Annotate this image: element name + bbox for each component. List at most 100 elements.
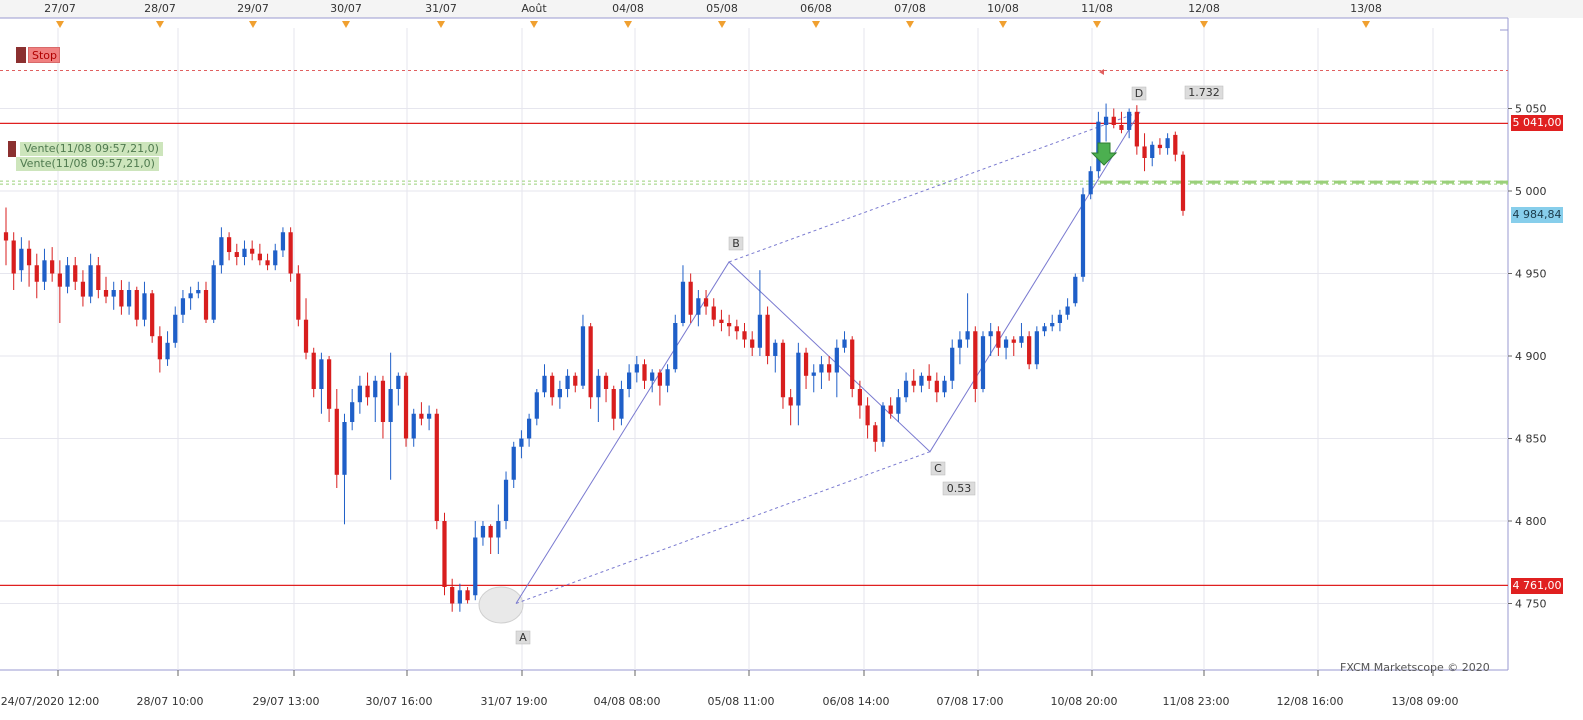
top-date-label: 13/08: [1350, 2, 1382, 15]
top-date-label: 30/07: [330, 2, 362, 15]
bullish-candle: [88, 265, 93, 297]
bearish-candle: [1111, 116, 1116, 125]
bullish-candle: [1103, 116, 1109, 125]
session-marker: [156, 21, 164, 28]
bullish-candle: [680, 281, 686, 323]
bullish-candle: [219, 237, 224, 266]
pattern-tag-label: 0.53: [947, 482, 972, 495]
bearish-candle: [588, 326, 593, 398]
bullish-candle: [319, 359, 324, 389]
session-marker: [1200, 21, 1208, 28]
price-tick-label: 4 800: [1515, 515, 1547, 528]
bearish-candle: [911, 380, 916, 386]
pattern-tag-box: [930, 461, 946, 476]
bearish-candle: [365, 385, 370, 398]
bullish-candle: [19, 248, 24, 271]
pattern-legs: [515, 111, 1141, 604]
bullish-candle: [496, 521, 501, 538]
bullish-candle: [165, 342, 170, 360]
pattern-tag-label: A: [519, 631, 527, 644]
sell-order-label-1[interactable]: Vente(11/08 09:57,21,0): [20, 142, 163, 156]
bullish-candle: [126, 290, 132, 307]
bullish-candle: [596, 375, 601, 398]
bearish-candle: [1173, 134, 1178, 155]
bullish-candle: [388, 389, 393, 422]
bullish-candle: [65, 265, 70, 287]
markers-layer: [1090, 69, 1118, 166]
bullish-candle: [957, 339, 963, 348]
bearish-candle: [1119, 125, 1124, 130]
price-tick-label: 4 750: [1515, 598, 1547, 611]
bullish-candle: [411, 413, 416, 439]
bearish-candle: [550, 375, 555, 398]
bearish-candle: [96, 265, 101, 290]
pattern-tag-box: [1184, 85, 1224, 100]
stop-marker-icon: [1099, 69, 1104, 75]
bullish-candle: [1073, 276, 1078, 304]
bearish-candle: [657, 372, 663, 386]
bearish-candle: [403, 375, 409, 439]
abcd-pattern[interactable]: A B C D 0.53 1.732: [478, 85, 1224, 645]
horizontal-levels[interactable]: [0, 70, 1508, 586]
session-marker: [249, 21, 257, 28]
bearish-candle: [934, 380, 939, 393]
bottom-time-label: 29/07 13:00: [253, 695, 320, 708]
bearish-candle: [688, 281, 693, 315]
sell-order-handle[interactable]: [8, 141, 16, 157]
session-marker: [999, 21, 1007, 28]
bottom-time-label: 12/08 16:00: [1277, 695, 1344, 708]
bullish-candle: [1150, 144, 1155, 158]
bearish-candle: [703, 298, 709, 307]
bearish-candle: [888, 405, 893, 414]
bullish-candle: [1065, 306, 1070, 315]
bullish-candle: [942, 380, 947, 393]
candles-layer: [3, 103, 1186, 612]
bullish-candle: [619, 389, 624, 419]
bearish-candle: [288, 232, 293, 274]
bullish-candle: [834, 347, 839, 373]
bearish-candle: [1142, 146, 1147, 158]
bearish-candle: [3, 232, 9, 241]
pattern-tag-box: [1131, 86, 1147, 101]
bearish-candle: [150, 293, 155, 337]
bullish-candle: [196, 290, 201, 294]
top-date-label: Août: [521, 2, 547, 15]
bearish-candle: [873, 425, 878, 442]
bearish-candle: [711, 306, 716, 320]
bullish-candle: [665, 369, 670, 386]
price-tick-label: 4 850: [1515, 433, 1547, 446]
bullish-candle: [396, 375, 401, 389]
bullish-candle: [903, 380, 909, 398]
session-marker: [342, 21, 350, 28]
top-date-label: 11/08: [1081, 2, 1113, 15]
bullish-candle: [511, 446, 516, 480]
point-a-highlight: [478, 586, 524, 624]
bearish-candle: [442, 521, 447, 587]
bullish-candle: [950, 347, 955, 381]
watermark: FXCM Marketscope © 2020: [1340, 661, 1490, 674]
price-tick-label: 5 050: [1515, 103, 1547, 116]
bearish-candle: [996, 331, 1001, 348]
bullish-candle: [650, 372, 655, 381]
stop-order-label[interactable]: Stop: [28, 47, 60, 63]
top-date-label: 12/08: [1188, 2, 1220, 15]
bearish-candle: [134, 290, 139, 320]
sell-order-label-2[interactable]: Vente(11/08 09:57,21,0): [16, 157, 159, 171]
bearish-candle: [265, 260, 270, 266]
bearish-candle: [380, 380, 386, 422]
pattern-tag-label: D: [1135, 87, 1143, 100]
bearish-candle: [642, 364, 647, 381]
resistance-price-tag: 5 041,00: [1511, 115, 1563, 131]
bearish-candle: [1180, 154, 1186, 211]
bottom-time-label: 04/08 08:00: [594, 695, 661, 708]
stop-order-handle[interactable]: [16, 47, 26, 63]
support-price-tag: 4 761,00: [1511, 578, 1563, 594]
bullish-candle: [557, 389, 562, 398]
top-date-label: 31/07: [425, 2, 457, 15]
bearish-candle: [611, 389, 616, 419]
session-marker: [812, 21, 820, 28]
bullish-candle: [696, 298, 701, 315]
bearish-candle: [34, 265, 39, 282]
bullish-candle: [242, 248, 247, 257]
bearish-candle: [465, 590, 470, 601]
